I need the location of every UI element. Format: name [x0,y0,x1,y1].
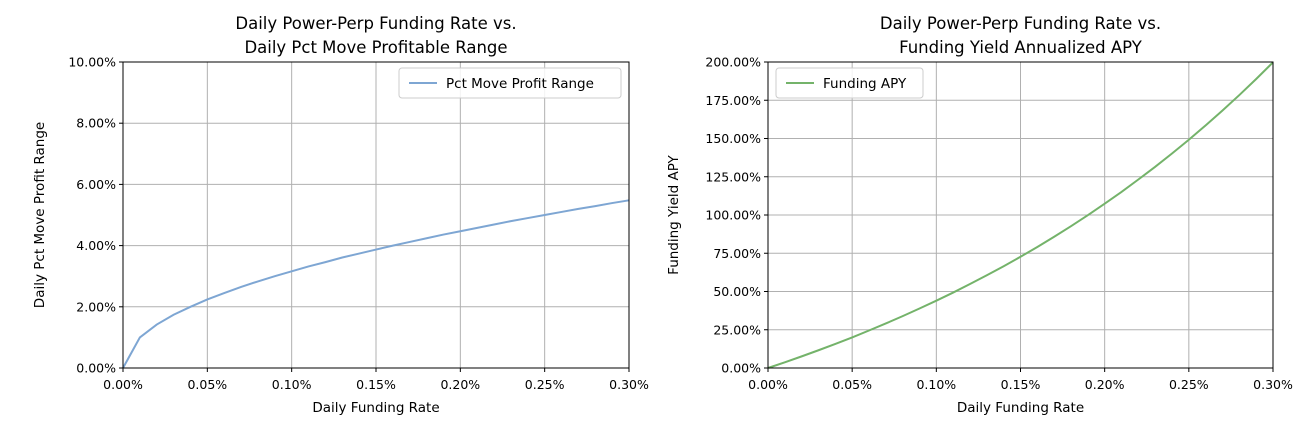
y-axis-label: Funding Yield APY [666,154,682,274]
y-tick-label: 125.00% [705,169,761,184]
legend-box [775,67,924,99]
y-tick-label: 100.00% [705,208,761,223]
x-axis-label: Daily Funding Rate [312,400,439,416]
legend-box [398,67,622,99]
x-tick-label: 0.25% [1169,377,1209,392]
legend: Funding APY [775,67,924,99]
legend-label: Pct Move Profit Range [446,76,594,92]
x-tick-label: 0.10% [272,377,312,392]
y-tick-label: 8.00% [76,116,116,131]
chart-title-line-1: Daily Power-Perp Funding Rate vs. [235,14,516,33]
y-tick-label: 2.00% [76,299,116,314]
chart-panel-1: 0.00% 0.05% 0.10% 0.15% 0.20% 0.25% 0.30% 0.00%… [32,14,649,416]
legend-label: Funding APY [823,76,907,92]
y-tick-label: 150.00% [705,131,761,146]
y-tick-label: 10.00% [68,55,116,70]
x-axis-label: Daily Funding Rate [957,400,1084,416]
x-tick-label: 0.10% [916,377,956,392]
series-line-1 [122,199,630,369]
y-tick-label: 0.00% [721,361,761,376]
chart-title-line-2: Funding Yield Annualized APY [899,38,1143,57]
y-tick-label: 25.00% [713,322,761,337]
x-tick-label: 0.30% [609,377,649,392]
x-tick-label: 0.15% [1001,377,1041,392]
y-tick-label: 200.00% [705,55,761,70]
x-tick-label: 0.20% [1085,377,1125,392]
y-tick-label: 175.00% [705,93,761,108]
y-tick-label: 6.00% [76,177,116,192]
y-tick-label: 4.00% [76,238,116,253]
x-tick-label: 0.20% [440,377,480,392]
y-tick-label: 50.00% [713,284,761,299]
legend: Pct Move Profit Range [398,67,622,99]
x-tick-label: 0.30% [1253,377,1293,392]
x-tick-label: 0.00% [103,377,143,392]
plot-frame [767,61,1274,369]
y-axis-label: Daily Pct Move Profit Range [32,122,48,308]
y-tick-label: 0.00% [76,361,116,376]
chart-panel-2: 0.00% 0.05% 0.10% 0.15% 0.20% 0.25% 0.30% 0.00%… [666,14,1293,416]
x-tick-label: 0.05% [187,377,227,392]
x-tick-label: 0.05% [832,377,872,392]
chart-title-line-2: Daily Pct Move Profitable Range [244,38,507,57]
x-tick-label: 0.15% [356,377,396,392]
plot-frame [122,61,630,369]
series-line-1 [767,61,1274,369]
x-tick-label: 0.00% [748,377,788,392]
y-tick-label: 75.00% [713,246,761,261]
chart-title-line-1: Daily Power-Perp Funding Rate vs. [880,14,1161,33]
x-tick-label: 0.25% [525,377,565,392]
